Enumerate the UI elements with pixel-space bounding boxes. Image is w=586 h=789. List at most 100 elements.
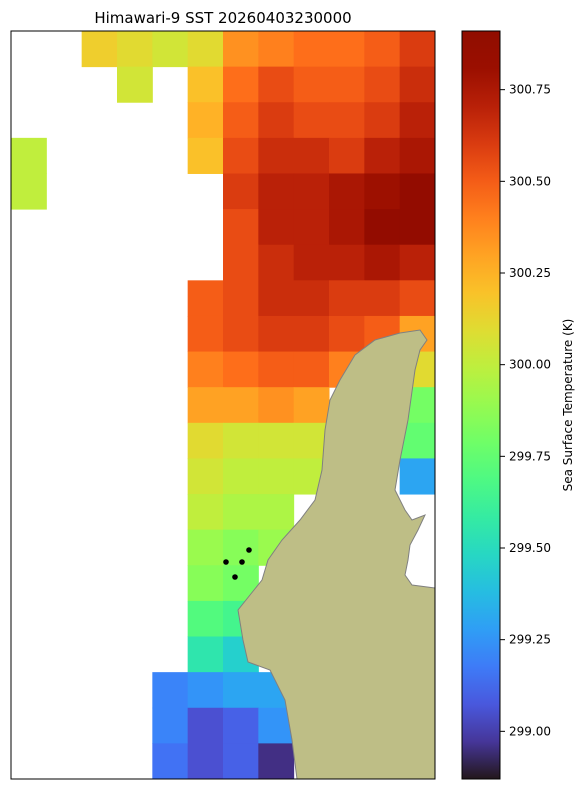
colorbar-label: Sea Surface Temperature (K) [561,319,575,492]
sst-cell [399,66,435,103]
sst-cell [117,31,153,68]
sst-cell [364,102,401,139]
sst-cell [223,173,259,210]
colorbar-tick-label: 300.00 [509,358,551,372]
sst-cell [364,209,401,246]
sst-cell [258,494,295,531]
sst-cell [329,31,365,68]
sst-cell [223,31,259,68]
sst-cell [152,707,189,744]
sst-cell [258,102,295,139]
station-dot [239,559,245,565]
sst-cell [223,672,259,709]
sst-cell [187,494,224,531]
colorbar-tick-label: 300.50 [509,174,551,188]
sst-cell [364,173,401,210]
station-dot [223,559,229,565]
sst-cell [329,173,365,210]
sst-cell [293,351,330,388]
sst-cell [187,458,224,495]
sst-cell [258,137,295,174]
sst-cell [258,351,295,388]
colorbar-tick-label: 300.25 [509,266,551,280]
sst-cell [399,102,435,139]
sst-cell [258,315,295,353]
sst-cell [223,494,259,531]
sst-field [11,31,435,779]
sst-cell [293,137,330,174]
sst-cell [187,636,224,673]
sst-cell [258,244,295,281]
sst-cell [11,173,47,210]
sst-cell [329,102,365,139]
sst-cell [223,209,259,246]
sst-cell [293,102,330,139]
land-mass [237,329,435,779]
sst-cell [399,280,435,317]
sst-cell [258,66,295,103]
sst-cell [399,173,435,210]
sst-cell [399,137,435,174]
sst-cell [293,315,330,353]
sst-cell [223,137,259,174]
sst-cell [258,280,295,317]
sst-cell [329,209,365,246]
sst-cell [223,280,259,317]
sst-cell [258,31,295,68]
sst-cell [399,31,435,68]
sst-cell [258,743,295,779]
sst-cell [329,66,365,103]
sst-cell [293,387,330,424]
sst-cell [187,743,224,779]
sst-cell [223,387,259,424]
sst-cell [399,458,435,495]
sst-cell [187,351,224,388]
sst-cell [293,173,330,210]
sst-cell [293,280,330,317]
colorbar-tick-label: 300.75 [509,83,551,97]
sst-cell [364,137,401,174]
sst-cell [223,707,259,744]
sst-cell [399,244,435,281]
sst-cell [258,209,295,246]
sst-cell [364,31,401,68]
sst-cell [187,387,224,424]
sst-cell [364,244,401,281]
sst-cell [223,422,259,459]
sst-cell [223,351,259,388]
sst-cell [223,244,259,281]
sst-cell [81,31,118,68]
sst-cell [258,387,295,424]
sst-cell [11,137,47,174]
sst-cell [117,66,153,103]
sst-cell [152,31,189,68]
map-frame [10,30,436,780]
sst-cell [258,422,295,459]
sst-cell [293,66,330,103]
sst-cell [329,315,365,353]
station-dot [232,574,238,580]
colorbar-tick-label: 299.75 [509,449,551,463]
station-dots [223,547,252,580]
sst-cell [187,66,224,103]
sst-cell [187,422,224,459]
sst-cell [187,31,224,68]
land [237,329,435,779]
sst-cell [187,565,224,602]
sst-cell [364,66,401,103]
sst-cell [329,244,365,281]
colorbar-tick-label: 299.50 [509,541,551,555]
sst-cell [258,173,295,210]
sst-cell [152,743,189,779]
sst-cell [187,529,224,566]
sst-cell [187,315,224,353]
sst-cell [293,31,330,68]
sst-cell [187,280,224,317]
sst-cell [399,209,435,246]
sst-cell [258,458,295,495]
sst-cell [223,66,259,103]
sst-cell [152,672,189,709]
sst-cell [329,280,365,317]
sst-cell [187,600,224,638]
